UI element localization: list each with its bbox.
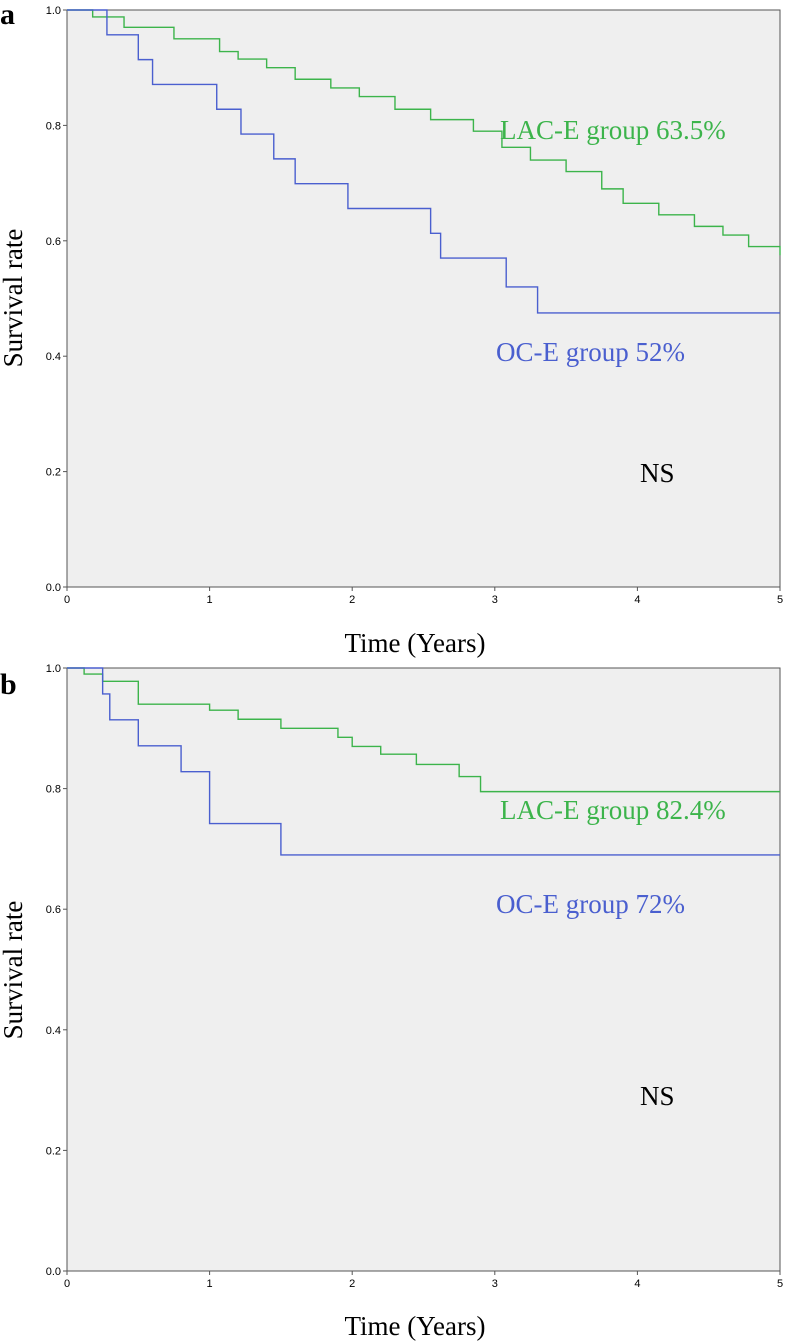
panel-b-y-tick-label: 0.4 bbox=[46, 1025, 61, 1037]
panel-a-x-tick-label: 5 bbox=[777, 594, 783, 606]
panel-b-x-tick-label: 2 bbox=[349, 1278, 355, 1290]
panel-b-series bbox=[67, 667, 780, 856]
panel-a-series-lac-e-line bbox=[67, 9, 781, 256]
panel-a-series-oc-e-line bbox=[67, 9, 780, 314]
panel-a-lac-e-label: LAC-E group 63.5% bbox=[500, 115, 726, 145]
panel-b-y-tick-label: 0.8 bbox=[46, 784, 61, 796]
panel-b-y-tick-label: 1.0 bbox=[46, 663, 61, 675]
panel-b: b 0.0 0.2 0.4 0.6 0.8 1.0 0 1 2 3 4 5 Time (Years)… bbox=[0, 663, 783, 1341]
panel-b-x-tick-label: 5 bbox=[777, 1278, 783, 1290]
panel-a-x-tick-label: 3 bbox=[492, 594, 498, 606]
panel-a-x-tick-label: 0 bbox=[64, 594, 70, 606]
panel-b-x-axis-title: Time (Years) bbox=[344, 1311, 485, 1341]
panel-a-x-tick-label: 4 bbox=[634, 594, 640, 606]
panel-b-lac-e-label: LAC-E group 82.4% bbox=[500, 795, 726, 825]
panel-a-x-ticks: 0 1 2 3 4 5 bbox=[64, 587, 783, 606]
panel-a-label: a bbox=[0, 0, 15, 31]
panel-b-x-tick-label: 4 bbox=[634, 1278, 640, 1290]
panel-a-y-axis-title: Survival rate bbox=[0, 229, 28, 368]
panel-a-series bbox=[67, 9, 781, 314]
panel-a-y-tick-label: 0.0 bbox=[46, 582, 61, 594]
panel-a-plot-area bbox=[66, 9, 781, 588]
panel-b-x-ticks: 0 1 2 3 4 5 bbox=[64, 1271, 783, 1290]
panel-a-x-tick-label: 1 bbox=[207, 594, 213, 606]
panel-b-x-tick-label: 1 bbox=[207, 1278, 213, 1290]
panel-a-ns-label: NS bbox=[640, 458, 675, 488]
panel-b-ns-label: NS bbox=[640, 1081, 675, 1111]
panel-a: a 0.0 0.2 0.4 0.6 0.8 1.0 0 1 2 3 4 5 Time (Years)… bbox=[0, 0, 783, 658]
panel-b-oc-e-label: OC-E group 72% bbox=[496, 889, 685, 919]
panel-b-plot-area bbox=[66, 667, 781, 1272]
panel-b-y-ticks: 0.0 0.2 0.4 0.6 0.8 1.0 bbox=[46, 663, 67, 1278]
panel-a-oc-e-label: OC-E group 52% bbox=[496, 337, 685, 367]
panel-a-y-tick-label: 0.2 bbox=[46, 467, 61, 479]
panel-a-y-tick-label: 1.0 bbox=[46, 5, 61, 17]
panel-a-y-tick-label: 0.8 bbox=[46, 120, 61, 132]
panel-a-y-tick-label: 0.6 bbox=[46, 236, 61, 248]
panel-b-y-tick-label: 0.0 bbox=[46, 1266, 61, 1278]
panel-a-y-ticks: 0.0 0.2 0.4 0.6 0.8 1.0 bbox=[46, 5, 67, 594]
panel-b-y-tick-label: 0.6 bbox=[46, 904, 61, 916]
panel-b-label: b bbox=[0, 668, 17, 701]
panel-b-x-tick-label: 0 bbox=[64, 1278, 70, 1290]
panel-b-y-tick-label: 0.2 bbox=[46, 1145, 61, 1157]
panel-a-x-tick-label: 2 bbox=[349, 594, 355, 606]
panel-b-series-oc-e-line bbox=[67, 667, 780, 856]
panel-b-x-tick-label: 3 bbox=[492, 1278, 498, 1290]
panel-a-x-axis-title: Time (Years) bbox=[344, 628, 485, 658]
panel-b-y-axis-title: Survival rate bbox=[0, 901, 28, 1040]
panel-a-y-tick-label: 0.4 bbox=[46, 351, 61, 363]
panel-b-series-lac-e-line bbox=[67, 667, 780, 793]
